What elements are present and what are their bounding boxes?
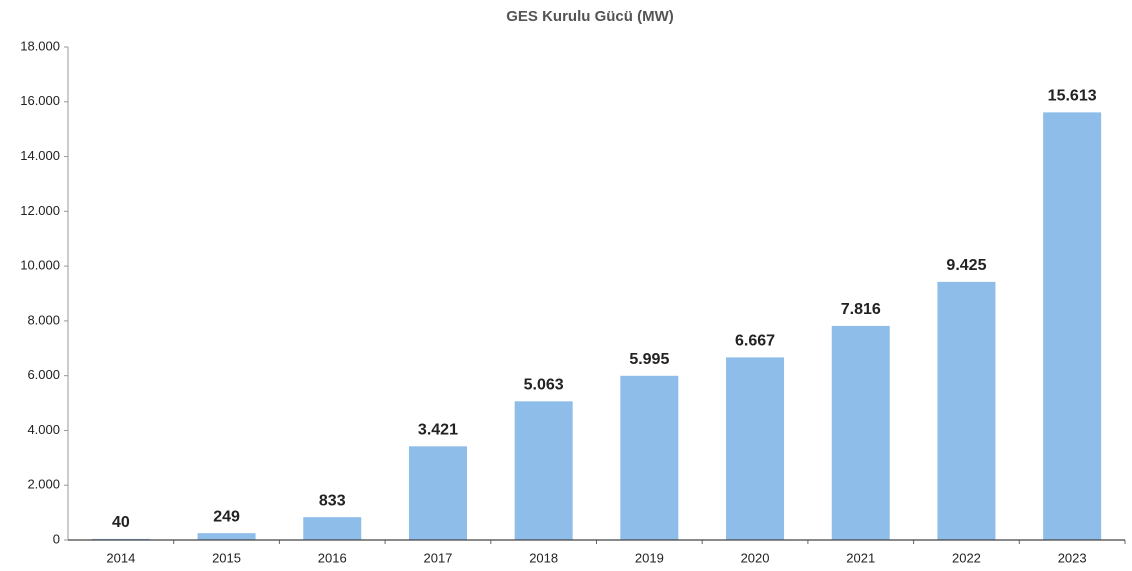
value-label: 5.995: [629, 351, 669, 368]
bar: [620, 375, 679, 540]
y-tick-label: 2.000: [27, 477, 60, 492]
value-label: 5.063: [524, 377, 564, 394]
x-tick-label: 2015: [212, 550, 241, 565]
bar: [831, 325, 890, 540]
x-tick-label: 2020: [741, 550, 770, 565]
bar: [514, 401, 573, 540]
value-label: 833: [319, 492, 346, 509]
value-label: 3.421: [418, 422, 458, 439]
bar: [303, 517, 362, 540]
bar: [937, 281, 996, 540]
x-tick-label: 2016: [318, 550, 347, 565]
bar: [197, 533, 256, 540]
value-label: 7.816: [841, 301, 881, 318]
value-label: 15.613: [1048, 88, 1097, 105]
bar: [726, 357, 785, 540]
y-tick-label: 8.000: [27, 312, 60, 327]
value-label: 249: [213, 508, 240, 525]
x-tick-label: 2014: [106, 550, 135, 565]
y-tick-label: 6.000: [27, 367, 60, 382]
chart-title: GES Kurulu Gücü (MW): [506, 8, 673, 25]
x-tick-label: 2023: [1058, 550, 1087, 565]
x-tick-label: 2019: [635, 550, 664, 565]
bar: [408, 446, 467, 540]
y-tick-label: 16.000: [20, 93, 60, 108]
value-label: 40: [112, 514, 130, 531]
y-tick-label: 0: [53, 531, 60, 546]
value-label: 6.667: [735, 333, 775, 350]
y-tick-label: 18.000: [20, 38, 60, 53]
y-tick-label: 14.000: [20, 148, 60, 163]
x-tick-label: 2022: [952, 550, 981, 565]
x-tick-label: 2018: [529, 550, 558, 565]
bar: [1043, 112, 1102, 540]
y-tick-label: 10.000: [20, 258, 60, 273]
x-tick-label: 2017: [423, 550, 452, 565]
y-tick-label: 12.000: [20, 203, 60, 218]
value-label: 9.425: [946, 257, 986, 274]
y-tick-label: 4.000: [27, 422, 60, 437]
x-tick-label: 2021: [846, 550, 875, 565]
